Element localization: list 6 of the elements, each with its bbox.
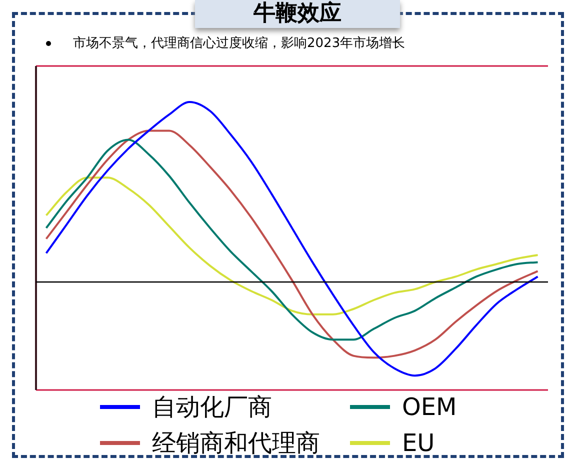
legend-label: EU — [402, 428, 435, 458]
legend-label: OEM — [402, 392, 457, 422]
chart-subtitle: 市场不景气，代理商信心过度收缩，影响2023年市场增长 — [73, 35, 406, 52]
legend-label: 经销商和代理商 — [152, 428, 320, 458]
legend-label: 自动化厂商 — [152, 392, 272, 422]
chart-title: 牛鞭效应 — [195, 0, 400, 28]
